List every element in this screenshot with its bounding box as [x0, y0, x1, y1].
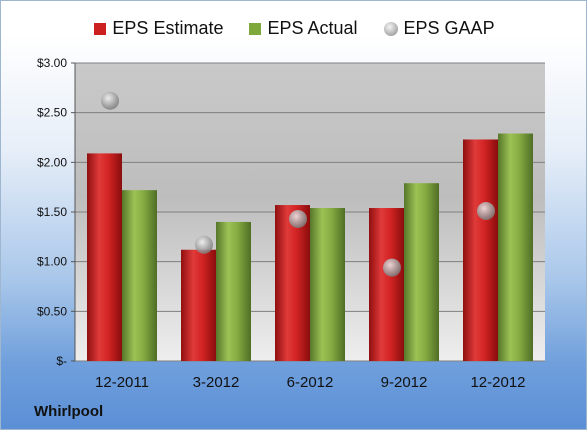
- bar-eps-actual: [498, 133, 533, 361]
- y-tick-label: $3.00: [37, 56, 67, 70]
- legend-label: EPS Actual: [267, 18, 358, 38]
- company-name: Whirlpool: [34, 403, 104, 420]
- legend-item-eps-actual: EPS Actual: [249, 18, 358, 39]
- legend-swatch-green-square: [249, 22, 262, 35]
- bar-eps-estimate: [369, 208, 404, 361]
- point-eps-gaap: [195, 235, 213, 254]
- point-eps-gaap: [101, 91, 119, 110]
- bar-eps-actual: [122, 190, 157, 361]
- legend-swatch-red-square: [94, 22, 107, 35]
- bar-eps-estimate: [463, 139, 498, 361]
- point-eps-gaap: [289, 209, 307, 228]
- x-tick-label: 9-2012: [381, 374, 428, 391]
- y-tick-label: $1.00: [37, 255, 67, 269]
- y-tick-label: $-: [56, 354, 67, 368]
- x-tick-label: 12-2011: [95, 374, 149, 391]
- point-eps-gaap: [477, 202, 495, 221]
- x-tick-label: 12-2012: [470, 374, 525, 391]
- bar-eps-actual: [404, 183, 439, 361]
- y-tick-label: $0.50: [37, 304, 67, 318]
- legend-swatch-gray-circle: [383, 21, 398, 36]
- legend-item-eps-gaap: EPS GAAP: [383, 18, 495, 39]
- legend-item-eps-estimate: EPS Estimate: [94, 18, 223, 39]
- legend-label: EPS GAAP: [403, 18, 495, 38]
- y-tick-label: $2.00: [37, 155, 67, 169]
- bar-eps-estimate: [275, 205, 310, 361]
- bar-eps-estimate: [181, 249, 216, 361]
- x-tick-label: 6-2012: [287, 374, 334, 391]
- x-tick-label: 3-2012: [193, 374, 240, 391]
- bar-eps-actual: [216, 221, 251, 361]
- y-tick-label: $2.50: [37, 106, 67, 120]
- bar-eps-estimate: [87, 153, 122, 361]
- legend: EPS Estimate EPS Actual EPS GAAP: [1, 18, 586, 39]
- bar-eps-actual: [310, 208, 345, 361]
- y-tick-label: $1.50: [37, 205, 67, 219]
- legend-label: EPS Estimate: [112, 18, 224, 38]
- point-eps-gaap: [383, 258, 401, 277]
